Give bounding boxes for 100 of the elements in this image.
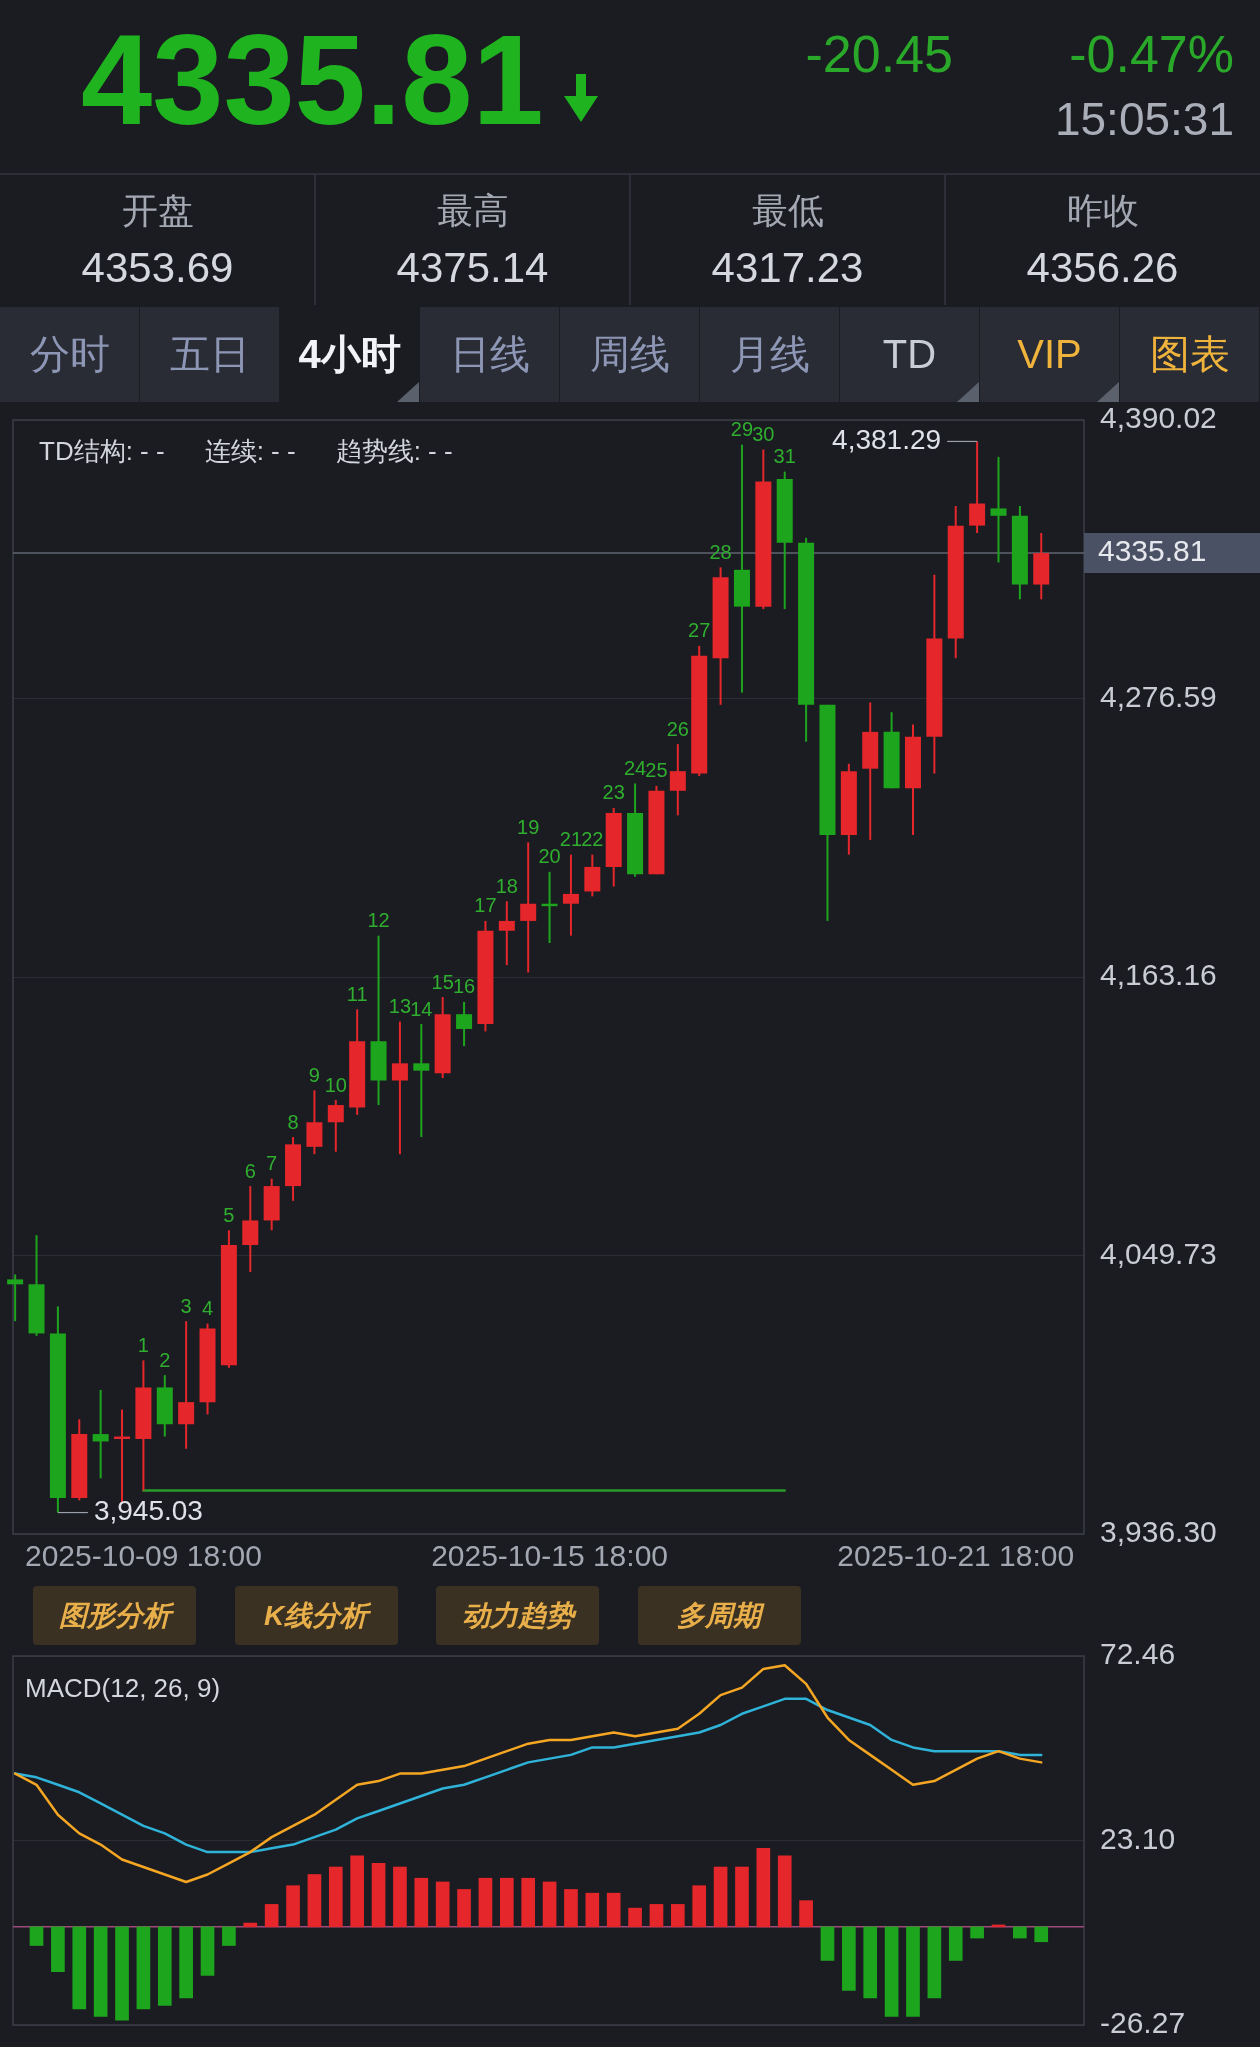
tab[interactable]: VIP (980, 307, 1119, 402)
bar (93, 1926, 108, 2017)
bar (585, 1892, 600, 1928)
bar (72, 1926, 87, 2010)
button[interactable]: 图形分析 (33, 1586, 196, 1645)
tab[interactable]: 日线 (420, 307, 559, 402)
text: 4375.14 (395, 243, 550, 293)
text: 昨收 (1065, 189, 1140, 233)
text: 11 (346, 982, 368, 1005)
text: 10 (324, 1073, 347, 1096)
bar (435, 1881, 450, 1928)
text: 30 (752, 423, 775, 446)
button[interactable]: K线分析 (234, 1586, 398, 1645)
bar (264, 1904, 279, 1928)
bar (777, 1855, 792, 1928)
bar (457, 1889, 471, 1928)
bar (286, 1885, 300, 1928)
text: 22 (581, 828, 604, 851)
text: 20 (538, 845, 561, 868)
bar (713, 1866, 728, 1928)
text: 4 (201, 1297, 214, 1320)
bar (1013, 1926, 1027, 1939)
bar (927, 1926, 942, 1999)
y-tick-label: -26.27 (1100, 2006, 1186, 2040)
text: 21 (559, 828, 583, 851)
button[interactable]: 动力趋势 (436, 1586, 599, 1645)
bar (51, 1926, 65, 1972)
annotation: 趋势线: - - (335, 436, 453, 467)
y-tick-label: 4,390.02 (1100, 401, 1217, 435)
text: 27 (688, 619, 711, 642)
bar (136, 1926, 151, 2010)
bar (521, 1877, 536, 1928)
tab[interactable]: 月线 (700, 307, 839, 402)
text: 14 (410, 997, 433, 1020)
text: 19 (517, 815, 540, 838)
annotation: 连续: - - (204, 436, 296, 467)
x-tick-label: 2025-10-15 18:00 (431, 1539, 669, 1573)
tab[interactable]: 图表 (1120, 307, 1259, 402)
bar (115, 1926, 129, 2021)
ref-line-label: 4335.81 (1098, 534, 1207, 568)
text: 28 (709, 540, 732, 563)
text: 4335.81 (81, 8, 544, 151)
text: 24 (623, 756, 647, 779)
candlestick (990, 456, 1007, 563)
bar (179, 1926, 193, 1999)
y-tick-label: 3,936.30 (1100, 1515, 1217, 1549)
text: 4353.69 (80, 243, 235, 293)
text: 16 (452, 975, 476, 998)
bar (328, 1866, 343, 1928)
text: -0.47% (1069, 24, 1234, 84)
text: 12 (367, 909, 390, 932)
bar (692, 1885, 707, 1928)
bar (671, 1904, 685, 1928)
text: -20.45 (805, 24, 953, 84)
annotation: TD结构: - - (39, 436, 165, 467)
bar (29, 1926, 44, 1946)
text: 17 (474, 894, 497, 917)
bar (948, 1926, 963, 1961)
bar (1034, 1926, 1049, 1943)
text: 4356.26 (1025, 243, 1180, 293)
bar (628, 1907, 642, 1928)
button[interactable]: 多周期 (637, 1586, 801, 1645)
text: 9 (308, 1063, 320, 1086)
candlestick (413, 1024, 430, 1137)
text: 5 (223, 1203, 235, 1226)
tab[interactable]: 周线 (560, 307, 699, 402)
x-tick-label: 2025-10-21 18:00 (837, 1539, 1075, 1573)
text: 23 (602, 781, 625, 804)
bar (393, 1866, 407, 1928)
tab[interactable]: 五日 (140, 307, 279, 402)
text: 2 (159, 1348, 171, 1371)
text: 3 (180, 1294, 192, 1317)
text: 7 (266, 1152, 278, 1175)
text: 31 (773, 445, 796, 468)
text: 开盘 (120, 189, 195, 233)
x-tick-label: 2025-10-09 18:00 (24, 1539, 262, 1573)
y-tick-label: 4,163.16 (1100, 958, 1217, 992)
bar (906, 1926, 920, 2017)
bar (756, 1848, 771, 1928)
tab[interactable]: 分时 (0, 307, 139, 402)
text: 18 (495, 874, 518, 897)
y-tick-label: 4,049.73 (1100, 1236, 1217, 1270)
bar (542, 1881, 557, 1928)
bar (200, 1926, 215, 1976)
bar (350, 1855, 364, 1928)
y-tick-label: 72.46 (1100, 1637, 1176, 1671)
bar (564, 1889, 578, 1928)
bar (243, 1922, 258, 1928)
bar (307, 1874, 322, 1928)
tab[interactable]: TD (840, 307, 979, 402)
bar (863, 1926, 878, 1999)
candlestick (7, 1274, 24, 1322)
bar (414, 1877, 429, 1928)
text: 最高 (435, 189, 510, 233)
bar (478, 1877, 493, 1928)
bar (842, 1926, 856, 1991)
bar (649, 1904, 664, 1928)
bar (884, 1926, 899, 2017)
text: 26 (666, 717, 689, 740)
text: 最低 (750, 189, 825, 233)
